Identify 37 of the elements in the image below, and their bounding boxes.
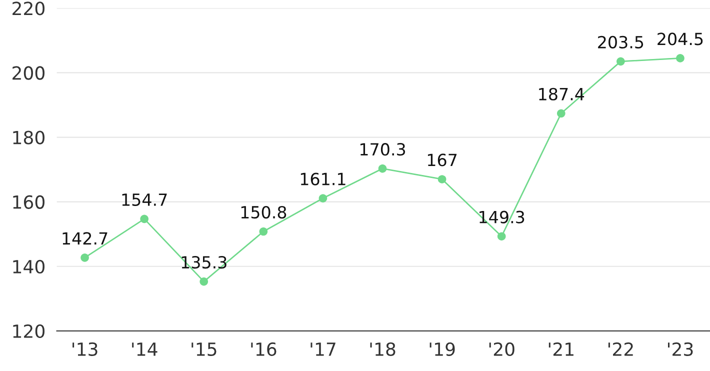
y-tick-label: 160	[13, 195, 44, 209]
x-tick-label: '16	[251, 342, 276, 356]
y-tick-label: 140	[13, 260, 44, 274]
data-label: 150.8	[241, 206, 286, 219]
point	[259, 227, 268, 236]
point	[438, 175, 446, 184]
data-label: 142.7	[62, 232, 108, 244]
point	[497, 232, 506, 241]
data-label: 187.4	[539, 88, 584, 100]
point	[318, 194, 328, 202]
point	[378, 164, 387, 173]
data-label: 170.3	[360, 143, 406, 156]
point	[80, 253, 89, 262]
y-tick-label: 180	[13, 130, 44, 144]
point	[676, 54, 684, 62]
point	[556, 109, 566, 118]
x-tick-label: '18	[370, 342, 396, 356]
x-tick-label: '14	[132, 342, 158, 356]
y-tick-label: 200	[12, 66, 44, 80]
x-tick-label: '15	[192, 342, 216, 356]
y-tick-label: 220	[12, 2, 44, 16]
point	[140, 214, 148, 224]
x-tick-label: '23	[668, 342, 693, 356]
x-tick-label: '19	[430, 342, 455, 356]
data-label: 204.5	[658, 32, 703, 46]
data-label: 154.7	[122, 194, 167, 206]
x-tick-label: '20	[489, 342, 514, 356]
x-tick-label: '22	[608, 342, 633, 356]
data-label: 161.1	[300, 172, 346, 186]
data-label: 167	[428, 154, 457, 166]
data-label: 203.5	[598, 36, 644, 48]
y-tick-label: 120	[13, 324, 44, 338]
point	[200, 277, 208, 286]
x-tick-label: '21	[548, 342, 574, 356]
x-tick-label: '13	[72, 342, 98, 356]
x-tick-label: '17	[310, 342, 336, 356]
point	[616, 57, 625, 66]
